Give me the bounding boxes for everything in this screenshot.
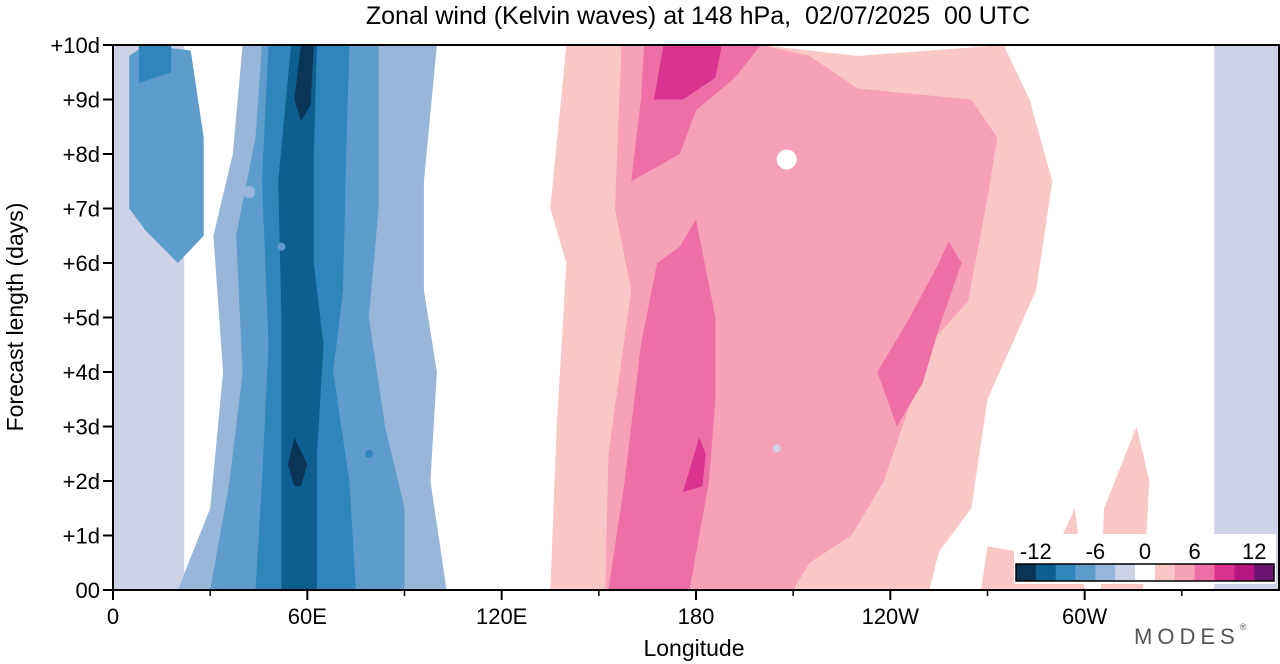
contour-spot-0: [776, 149, 797, 170]
colorbar-swatch: [1135, 564, 1156, 581]
x-tick-label: 0: [107, 604, 119, 629]
colorbar-swatch: [1174, 564, 1196, 581]
colorbar-swatch: [1075, 564, 1096, 581]
colorbar-label: 6: [1188, 539, 1200, 564]
colorbar-label: -12: [1020, 539, 1052, 564]
contour-band-16: [653, 45, 722, 100]
colorbar-frame: [1015, 563, 1275, 582]
x-tick-label: 180: [678, 604, 715, 629]
y-axis: 00 +1d +2d +3d +4d +5d +6d +7d +8d +9d +10d: [50, 33, 113, 603]
brand-mark: ®: [1239, 622, 1247, 632]
y-tick-label: +9d: [63, 88, 100, 113]
x-tick-label: 120E: [476, 604, 527, 629]
contour-spot-4: [277, 242, 286, 251]
contour-band-7: [294, 45, 314, 122]
colorbar-swatch: [1154, 564, 1176, 581]
colorbar-swatch: [1234, 564, 1255, 581]
x-tick-label: 60W: [1062, 604, 1107, 629]
contour-spot-3: [364, 449, 373, 458]
contour-band-0: [129, 45, 204, 590]
contour-band-14: [877, 241, 962, 427]
y-tick-label: +5d: [63, 306, 100, 331]
y-tick-label: +10d: [50, 33, 100, 58]
y-tick-label: +8d: [63, 142, 100, 167]
y-tick-label: +2d: [63, 469, 100, 494]
x-axis-label: Longitude: [643, 635, 744, 661]
colorbar-swatch: [1035, 564, 1057, 581]
contour-band-6: [287, 437, 308, 487]
contour-spot-1: [772, 444, 781, 453]
colorbar-label: 0: [1139, 539, 1151, 564]
contour-band-12: [608, 219, 716, 590]
brand-logo: MODES®: [1134, 622, 1247, 650]
y-tick-label: 00: [76, 578, 100, 603]
contour-band-1: [138, 45, 172, 84]
colorbar-swatch: [1095, 564, 1116, 581]
colorbar-swatch: [1214, 564, 1235, 581]
contour-band-5: [278, 45, 324, 590]
contour-band-15: [683, 437, 706, 492]
y-tick-label: +7d: [63, 197, 100, 222]
x-tick-label: 120W: [862, 604, 920, 629]
y-tick-label: +4d: [63, 360, 100, 385]
contour-spot-2: [243, 186, 256, 199]
x-axis: 0 60E 120E 180 120W 60W: [107, 590, 1183, 629]
y-axis-label: Forecast length (days): [2, 203, 28, 432]
brand-name: MODES: [1134, 624, 1240, 649]
colorbar-swatch: [1055, 564, 1076, 581]
colorbar-swatch: [1016, 564, 1037, 581]
chart-title: Zonal wind (Kelvin waves) at 148 hPa, 02…: [366, 2, 1030, 30]
colorbar: -12 -6 0 6 12: [1014, 534, 1276, 584]
colorbar-label: -6: [1086, 539, 1106, 564]
y-tick-label: +1d: [63, 524, 100, 549]
band-east-edge: [1214, 45, 1279, 590]
colorbar-swatch: [1254, 564, 1275, 581]
colorbar-label: 12: [1242, 539, 1266, 564]
colorbar-swatch: [1194, 564, 1215, 581]
colorbar-swatch: [1115, 564, 1136, 581]
y-tick-label: +6d: [63, 251, 100, 276]
x-tick-label: 60E: [288, 604, 327, 629]
y-tick-label: +3d: [63, 415, 100, 440]
plot-area: [113, 45, 1279, 590]
